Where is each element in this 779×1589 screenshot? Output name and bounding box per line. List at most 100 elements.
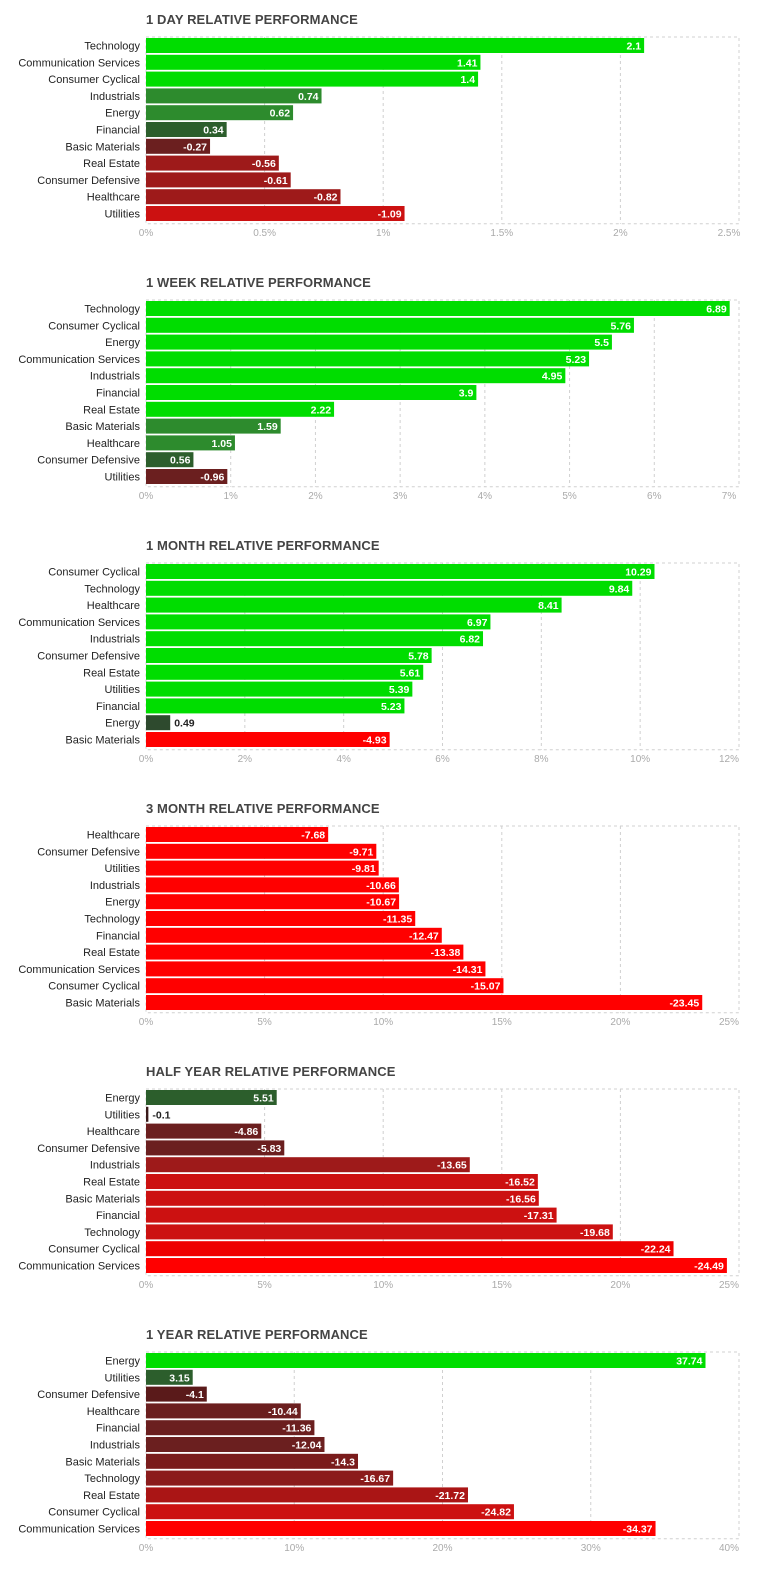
bar <box>146 301 730 316</box>
value-label: -19.68 <box>580 1227 610 1239</box>
category-label: Real Estate <box>83 1490 140 1502</box>
value-label: 0.34 <box>203 125 224 137</box>
value-label: -11.35 <box>383 914 412 926</box>
category-label: Real Estate <box>83 158 140 170</box>
category-label: Consumer Defensive <box>37 455 140 467</box>
category-label: Industrials <box>90 91 141 103</box>
value-label: -14.31 <box>453 964 483 976</box>
category-label: Basic Materials <box>65 1456 140 1468</box>
x-tick-label: 2% <box>613 228 628 239</box>
bar <box>146 1190 539 1206</box>
category-label: Technology <box>84 1227 140 1239</box>
category-label: Real Estate <box>83 404 140 416</box>
category-label: Basic Materials <box>65 141 140 153</box>
category-label: Healthcare <box>87 192 140 204</box>
x-tick-label: 6% <box>435 754 450 765</box>
bar <box>146 927 442 943</box>
value-label: 6.89 <box>706 304 727 316</box>
category-label: Consumer Cyclical <box>48 1244 140 1256</box>
value-label: -21.72 <box>435 1490 465 1502</box>
bar <box>146 597 562 613</box>
bar <box>146 961 486 977</box>
x-tick-label: 5% <box>257 1280 272 1291</box>
value-label: -34.37 <box>623 1524 653 1536</box>
bar <box>146 418 281 434</box>
chart-title: 3 MONTH RELATIVE PERFORMANCE <box>146 801 380 816</box>
category-label: Utilities <box>105 684 141 696</box>
value-label: -24.49 <box>694 1261 724 1273</box>
value-label: -4.93 <box>363 735 387 747</box>
value-label: -0.82 <box>314 192 338 204</box>
chart-half-year-plot: 0% 5% 10% 15% 20% 25% Energy 5.51 Utilities -0.1 H… <box>18 1088 740 1291</box>
category-label: Industrials <box>90 634 141 646</box>
bar <box>146 1258 727 1273</box>
bar <box>146 681 413 697</box>
bar <box>146 911 416 926</box>
x-tick-label: 0.5% <box>253 228 276 239</box>
x-tick-label: 40% <box>719 1543 739 1554</box>
value-label: -7.68 <box>301 830 325 842</box>
value-label: -14.3 <box>331 1456 355 1468</box>
value-label: -4.1 <box>186 1389 204 1401</box>
category-label: Utilities <box>105 1109 141 1121</box>
x-tick-label: 2% <box>308 491 323 502</box>
bar <box>146 189 341 205</box>
category-label: Utilities <box>105 209 141 221</box>
value-label: -13.38 <box>431 947 461 959</box>
value-label: 9.84 <box>609 583 630 595</box>
value-label: 1.59 <box>257 421 278 433</box>
chart-1-week-plot: 0% 1% 2% 3% 4% 5% 6% 7% Technology 6.89 Consumer C… <box>18 299 740 502</box>
value-label: 0.62 <box>270 108 291 120</box>
x-tick-label: 0% <box>139 754 154 765</box>
category-label: Communication Services <box>18 354 140 366</box>
value-label: -9.71 <box>349 846 373 858</box>
category-label: Technology <box>84 583 140 595</box>
category-label: Financial <box>96 1423 140 1435</box>
value-label: -12.47 <box>409 930 439 942</box>
value-label: -9.81 <box>352 863 376 875</box>
category-label: Financial <box>96 701 140 713</box>
value-label: 5.76 <box>611 320 632 332</box>
category-label: Consumer Cyclical <box>48 320 140 332</box>
category-label: Consumer Defensive <box>37 846 140 858</box>
bar <box>146 368 566 384</box>
bar <box>146 105 294 121</box>
category-label: Basic Materials <box>65 1193 140 1205</box>
bar <box>146 1521 656 1536</box>
value-label: 3.9 <box>459 388 474 400</box>
category-label: Healthcare <box>87 438 140 450</box>
value-label: -0.61 <box>264 175 288 187</box>
x-tick-label: 25% <box>719 1280 739 1291</box>
category-label: Consumer Cyclical <box>48 1507 140 1519</box>
value-label: -24.82 <box>481 1507 511 1519</box>
chart-1-week: 1 WEEK RELATIVE PERFORMANCE 0% 1% 2% 3% 4% 5%… <box>0 275 779 537</box>
x-tick-label: 10% <box>284 1543 304 1554</box>
category-label: Healthcare <box>87 1126 140 1138</box>
x-tick-label: 1% <box>376 228 391 239</box>
x-tick-label: 5% <box>562 491 577 502</box>
bar <box>146 1437 325 1452</box>
bar <box>146 1386 207 1402</box>
chart-1-month-plot: 0% 2% 4% 6% 8% 10% 12% Consumer Cyclical 10.29 Te… <box>18 562 740 765</box>
chart-title: 1 YEAR RELATIVE PERFORMANCE <box>146 1327 368 1342</box>
chart-title: 1 MONTH RELATIVE PERFORMANCE <box>146 538 380 553</box>
category-label: Industrials <box>90 1440 141 1452</box>
category-label: Basic Materials <box>65 735 140 747</box>
category-label: Financial <box>96 1210 140 1222</box>
category-label: Technology <box>84 41 140 53</box>
bar <box>146 944 464 960</box>
bar <box>146 1504 514 1520</box>
value-label: 0.56 <box>170 455 191 467</box>
value-label: -0.1 <box>152 1109 170 1121</box>
chart-1-day: 1 DAY RELATIVE PERFORMANCE 0% 0.5% 1% 1.5% 2… <box>0 12 779 274</box>
value-label: -16.52 <box>505 1177 535 1189</box>
value-label: 1.05 <box>212 438 233 450</box>
category-label: Industrials <box>90 1160 141 1172</box>
x-tick-label: 1.5% <box>490 228 513 239</box>
bar <box>146 54 481 70</box>
value-label: 2.1 <box>627 41 642 53</box>
chart-1-year-plot: 0% 10% 20% 30% 40% Energy 37.74 Utilities 3.15 Co… <box>18 1351 740 1554</box>
bar <box>146 334 612 350</box>
chart-title: HALF YEAR RELATIVE PERFORMANCE <box>146 1064 396 1079</box>
x-tick-label: 0% <box>139 1017 154 1028</box>
